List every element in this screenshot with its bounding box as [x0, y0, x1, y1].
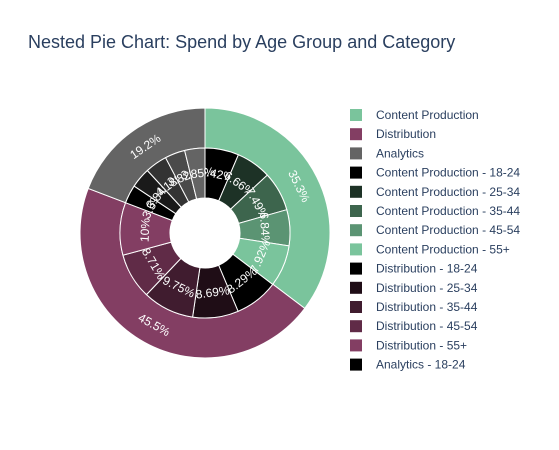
- legend-label: Distribution - 18-24: [376, 262, 478, 276]
- legend-item-distribution-25-34[interactable]: Distribution - 25-34: [350, 281, 478, 295]
- legend-swatch: [350, 185, 362, 198]
- legend-label: Distribution - 45-54: [376, 319, 478, 333]
- chart-title: Nested Pie Chart: Spend by Age Group and…: [28, 32, 456, 52]
- legend-swatch: [350, 205, 362, 217]
- legend: Content Production Distribution Analytics C…: [350, 108, 520, 372]
- legend-label: Distribution - 35-44: [376, 300, 478, 314]
- legend-label: Content Production - 45-54: [376, 223, 520, 237]
- legend-item-content-production-35-44[interactable]: Content Production - 35-44: [350, 204, 520, 218]
- legend-swatch: [350, 128, 362, 141]
- legend-item-distribution-45-54[interactable]: Distribution - 45-54: [350, 319, 478, 333]
- legend-swatch: [350, 147, 362, 160]
- legend-label: Content Production: [376, 108, 479, 122]
- outer-ring: 35.3%45.5%19.2%: [79, 107, 331, 359]
- legend-item-distribution-35-44[interactable]: Distribution - 35-44: [350, 300, 478, 314]
- legend-swatch: [350, 224, 362, 237]
- legend-label: Content Production - 55+: [376, 242, 510, 256]
- legend-swatch: [350, 281, 362, 294]
- legend-item-analytics-18-24[interactable]: Analytics - 18-24: [350, 358, 466, 372]
- legend-label: Content Production - 25-34: [376, 185, 520, 199]
- legend-item-distribution-18-24[interactable]: Distribution - 18-24: [350, 262, 478, 276]
- legend-item-content-production-45-54[interactable]: Content Production - 45-54: [350, 223, 520, 237]
- legend-swatch: [350, 243, 362, 256]
- inner-label-distribution-55plus: 10%: [137, 217, 152, 242]
- legend-label: Distribution - 25-34: [376, 281, 478, 295]
- inner-label-analytics-55plus: 3.85%: [180, 164, 216, 182]
- legend-swatch: [350, 358, 362, 371]
- legend-item-content-production-25-34[interactable]: Content Production - 25-34: [350, 185, 520, 199]
- inner-ring: 6.42%6.66%7.49%6.84%7.92%8.29%8.69%9.75%…: [119, 147, 291, 319]
- inner-label-distribution-25-34: 8.69%: [195, 283, 231, 301]
- legend-item-distribution[interactable]: Distribution: [350, 127, 436, 141]
- legend-item-analytics[interactable]: Analytics: [350, 146, 424, 160]
- legend-swatch: [350, 166, 362, 179]
- legend-swatch: [350, 109, 362, 121]
- legend-label: Distribution: [376, 127, 436, 141]
- inner-label-content-production-18-24: 6.42%: [199, 164, 235, 185]
- legend-item-content-production-55plus[interactable]: Content Production - 55+: [350, 242, 510, 256]
- legend-label: Content Production - 18-24: [376, 166, 520, 180]
- legend-item-distribution-55plus[interactable]: Distribution - 55+: [350, 338, 467, 352]
- inner-slice-analytics-55plus[interactable]: [184, 147, 206, 200]
- legend-item-content-production[interactable]: Content Production: [350, 108, 479, 122]
- legend-label: Analytics - 18-24: [376, 358, 466, 372]
- legend-label: Analytics: [376, 146, 424, 160]
- legend-item-content-production-18-24[interactable]: Content Production - 18-24: [350, 166, 520, 180]
- inner-label-content-production-45-54: 6.84%: [257, 212, 273, 247]
- legend-swatch: [350, 320, 362, 333]
- legend-label: Distribution - 55+: [376, 338, 467, 352]
- legend-swatch: [350, 301, 362, 313]
- legend-label: Content Production - 35-44: [376, 204, 520, 218]
- legend-swatch: [350, 262, 362, 275]
- legend-swatch: [350, 339, 362, 352]
